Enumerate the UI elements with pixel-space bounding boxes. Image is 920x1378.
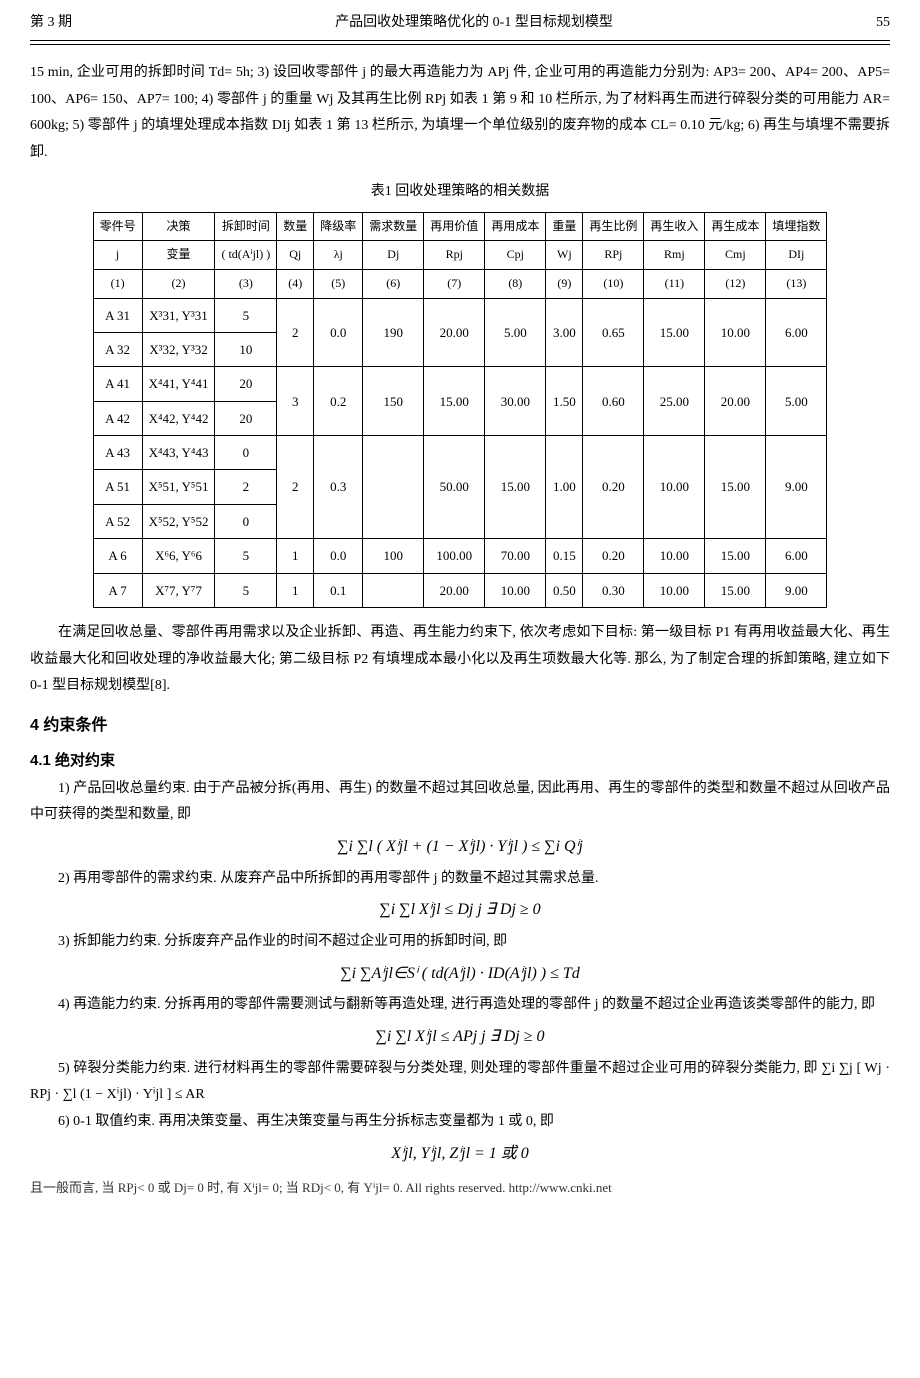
section-4-heading: 4 约束条件 [0, 700, 920, 745]
constraint-1-text: 1) 产品回收总量约束. 由于产品被分拆(再用、再生) 的数量不超过其回收总量,… [0, 776, 920, 829]
data-table: 零件号 决策 拆卸时间 数量 降级率 需求数量 再用价值 再用成本 重量 再生比… [93, 212, 828, 608]
constraint-2-text: 2) 再用零部件的需求约束. 从废弃产品中所拆卸的再用零部件 j 的数量不超过其… [0, 866, 920, 893]
table-row: A 31 X³31, Y³31 5 2 0.0 190 20.00 5.00 3… [93, 298, 827, 332]
footer-line: 且一般而言, 当 RPj< 0 或 Dj= 0 时, 有 Xⁱjl= 0; 当 … [0, 1172, 920, 1203]
table-header-row-1: 零件号 决策 拆卸时间 数量 降级率 需求数量 再用价值 再用成本 重量 再生比… [93, 212, 827, 241]
table-caption: 表1 回收处理策略的相关数据 [0, 167, 920, 212]
section-4-1-heading: 4.1 绝对约束 [0, 745, 920, 776]
header-rule-bottom [30, 44, 890, 45]
constraint-5-text: 5) 碎裂分类能力约束. 进行材料再生的零部件需要碎裂与分类处理, 则处理的零部… [0, 1056, 920, 1109]
intro-paragraph: 15 min, 企业可用的拆卸时间 Td= 5h; 3) 设回收零部件 j 的最… [0, 60, 920, 166]
constraint-3-formula: ∑i ∑Aⁱjl∈Sⁱ ( td(Aⁱjl) · ID(Aⁱjl) ) ≤ Td [0, 956, 920, 993]
header-rule-top [30, 40, 890, 41]
constraint-2-formula: ∑i ∑l Xⁱjl ≤ Dj j ∃ Dj ≥ 0 [0, 892, 920, 929]
running-title: 产品回收处理策略优化的 0-1 型目标规划模型 [335, 10, 613, 35]
page-header: 第 3 期 产品回收处理策略优化的 0-1 型目标规划模型 55 [0, 0, 920, 40]
constraint-6-text: 6) 0-1 取值约束. 再用决策变量、再生决策变量与再生分拆标志变量都为 1 … [0, 1109, 920, 1136]
table-header-row-3: (1) (2) (3) (4) (5) (6) (7) (8) (9) (10)… [93, 269, 827, 298]
table-row: A 41 X⁴41, Y⁴41 20 3 0.2 150 15.00 30.00… [93, 367, 827, 401]
constraint-4-formula: ∑i ∑l Xⁱjl ≤ APj j ∃ Dj ≥ 0 [0, 1019, 920, 1056]
paragraph-after-table: 在满足回收总量、零部件再用需求以及企业拆卸、再造、再生能力约束下, 依次考虑如下… [0, 620, 920, 700]
table-row: A 6 X⁶6, Y⁶6 5 1 0.0 100 100.00 70.00 0.… [93, 539, 827, 573]
constraint-4-text: 4) 再造能力约束. 分拆再用的零部件需要测试与翻新等再造处理, 进行再造处理的… [0, 992, 920, 1019]
table-row: A 43 X⁴43, Y⁴43 0 2 0.3 50.00 15.00 1.00… [93, 436, 827, 470]
table-header-row-2: j 变量 ( td(Aⁱjl) ) Qj λj Dj Rpj Cpj Wj RP… [93, 241, 827, 270]
page-number: 55 [876, 10, 890, 35]
issue-label: 第 3 期 [30, 10, 72, 35]
constraint-1-formula: ∑i ∑l ( Xⁱjl + (1 − Xⁱjl) · Yⁱjl ) ≤ ∑i … [0, 829, 920, 866]
constraint-6-formula: Xⁱjl, Yⁱjl, Zⁱjl = 1 或 0 [0, 1136, 920, 1173]
constraint-3-text: 3) 拆卸能力约束. 分拆废弃产品作业的时间不超过企业可用的拆卸时间, 即 [0, 929, 920, 956]
table-row: A 7 X⁷7, Y⁷7 5 1 0.1 20.00 10.00 0.50 0.… [93, 573, 827, 607]
